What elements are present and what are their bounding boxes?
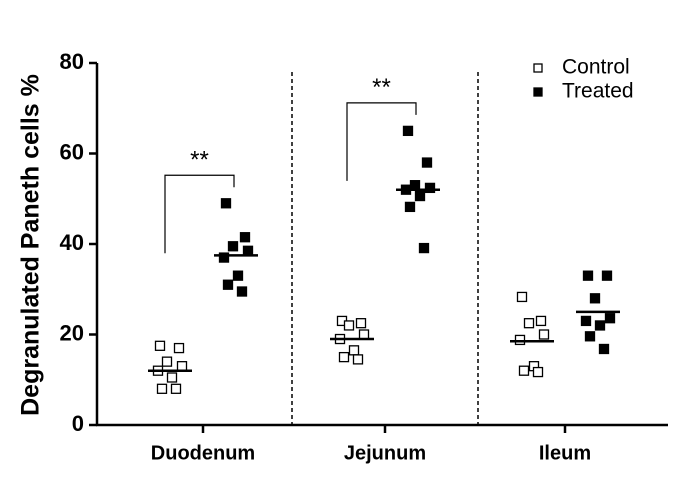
treated-point bbox=[418, 242, 430, 254]
y-tick-label: 80 bbox=[60, 49, 84, 74]
control-point bbox=[170, 383, 182, 394]
control-point bbox=[176, 361, 188, 372]
treated-point bbox=[601, 270, 613, 281]
significance-label: ** bbox=[372, 74, 391, 101]
treated-point bbox=[414, 190, 426, 202]
treated-point bbox=[236, 286, 248, 297]
significance-bracket bbox=[346, 102, 417, 181]
treated-point bbox=[402, 125, 414, 137]
y-axis-label: Degranulated Paneth cells % bbox=[17, 74, 45, 416]
treated-point bbox=[404, 201, 416, 213]
y-tick-label: 40 bbox=[60, 230, 84, 255]
control-point bbox=[166, 372, 178, 383]
treated-point bbox=[424, 182, 436, 194]
treated-point bbox=[222, 279, 234, 290]
control-point bbox=[523, 318, 535, 329]
control-point bbox=[338, 351, 350, 363]
treated-point bbox=[604, 313, 616, 324]
treated-point bbox=[598, 343, 610, 355]
legend-marker bbox=[533, 87, 543, 97]
treated-point bbox=[580, 315, 592, 327]
significance-bracket bbox=[164, 174, 235, 254]
control-point bbox=[358, 329, 370, 340]
treated-point bbox=[232, 270, 244, 281]
treated-point bbox=[227, 241, 239, 252]
legend-label: Treated bbox=[562, 80, 634, 103]
treated-point bbox=[584, 331, 596, 342]
x-tick-label: Jejunum bbox=[344, 442, 426, 464]
control-point bbox=[514, 334, 526, 346]
control-point bbox=[154, 340, 166, 351]
legend-label: Control bbox=[562, 56, 630, 79]
control-point bbox=[538, 329, 550, 340]
legend-marker bbox=[533, 63, 543, 73]
treated-point bbox=[594, 320, 606, 331]
treated-point bbox=[242, 245, 254, 256]
treated-point bbox=[218, 252, 230, 263]
y-tick-label: 20 bbox=[60, 320, 84, 345]
treated-point bbox=[409, 180, 421, 191]
control-point bbox=[535, 315, 547, 327]
treated-point bbox=[239, 232, 251, 243]
control-point bbox=[516, 291, 528, 303]
control-point bbox=[355, 318, 367, 329]
control-point bbox=[343, 320, 355, 331]
x-tick-label: Duodenum bbox=[151, 442, 255, 464]
control-point bbox=[161, 356, 173, 367]
y-tick-label: 60 bbox=[60, 139, 84, 164]
control-point bbox=[518, 365, 530, 376]
x-tick-label: Ileum bbox=[539, 442, 591, 464]
control-point bbox=[173, 342, 185, 354]
control-point bbox=[532, 366, 544, 378]
control-point bbox=[156, 383, 168, 394]
control-point bbox=[348, 345, 360, 356]
y-tick-label: 0 bbox=[72, 411, 84, 436]
treated-point bbox=[582, 270, 594, 281]
significance-label: ** bbox=[190, 147, 209, 174]
treated-point bbox=[589, 293, 601, 304]
control-point bbox=[352, 354, 364, 365]
treated-point bbox=[421, 157, 433, 168]
treated-point bbox=[220, 198, 232, 209]
